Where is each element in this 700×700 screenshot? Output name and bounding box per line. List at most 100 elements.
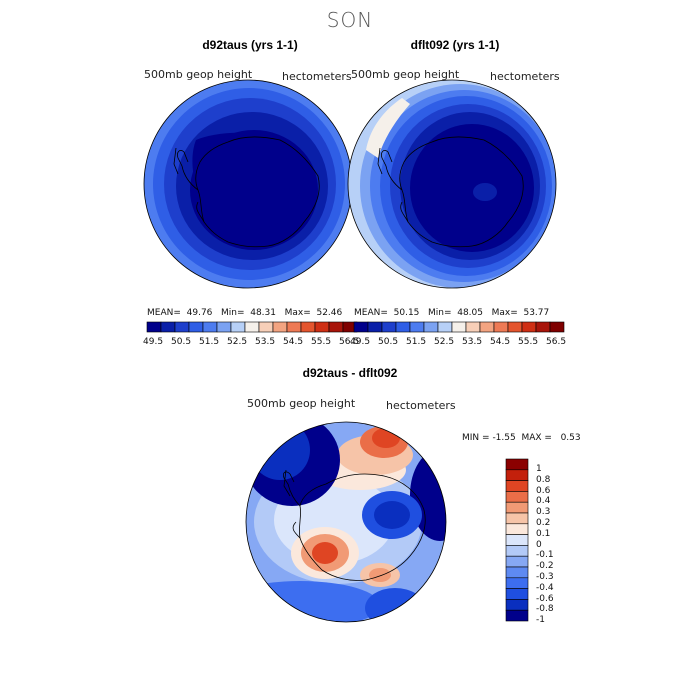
colorbar-diff-cell [505, 599, 529, 611]
panel-2-title: dflt092 (yrs 1-1) [410, 38, 500, 52]
colorbar-diff-tick-label: 0.4 [536, 496, 551, 507]
colorbar-abs-1-cell [230, 321, 246, 333]
diff-level-11 [374, 501, 410, 529]
diff-panel-title: d92taus - dflt092 [302, 366, 398, 380]
colorbar-abs-1-tick-label: 52.5 [227, 337, 248, 347]
colorbar-abs-2-cell [549, 321, 565, 333]
colorbar-diff-tick-label: -0.4 [536, 582, 554, 593]
colorbar-diff-tick-label: 0.1 [536, 528, 551, 539]
panel-1-stats: MEAN= 49.76 Min= 48.31 Max= 52.46 [147, 308, 342, 318]
colorbar-diff-cell [505, 588, 529, 600]
colorbar-abs-1-tick-label: 55.5 [311, 337, 332, 347]
map-diff-coastline [283, 469, 426, 581]
colorbar-abs-2-cells [353, 321, 565, 333]
panel-1-title: d92taus (yrs 1-1) [202, 38, 298, 52]
colorbar-abs-1-tick-label: 56.5 [339, 337, 360, 347]
map-a-coastline [173, 136, 320, 248]
colorbar-abs-1-cells [146, 321, 358, 333]
colorbar-diff-cell [505, 566, 529, 579]
colorbar-abs-1-cell [314, 321, 330, 333]
diff-max-label: MAX = [521, 433, 552, 443]
colorbar-diff-cell [505, 534, 529, 546]
colorbar-abs-2-tick-label: 50.5 [378, 337, 399, 347]
colorbar-diff-tick-label: 0.6 [536, 485, 551, 496]
colorbar-abs-1-cell [244, 321, 260, 333]
colorbar-diff-tick-label: 1 [536, 464, 542, 474]
panel-1-max-label: Max= [284, 308, 311, 318]
colorbar-diff-cell [505, 491, 529, 503]
diff-level-16 [312, 542, 338, 564]
colorbar-diff [505, 458, 529, 622]
colorbar-abs-2-cell [409, 321, 425, 333]
colorbar-abs-2-cell [493, 321, 509, 333]
colorbar-abs-2-cell [479, 321, 495, 333]
diff-min-value: -1.55 [492, 433, 516, 443]
season-title: SON [326, 8, 374, 32]
colorbar-abs-1-cell [160, 321, 176, 333]
map-a-level-5 [192, 132, 305, 230]
map-b-level-8 [366, 98, 410, 158]
colorbar-diff-tick-label: -0.3 [536, 572, 554, 582]
colorbar-diff-cell [505, 501, 529, 514]
panel-1-max-value: 52.46 [316, 308, 343, 318]
colorbar-abs-2-tick-label: 49.5 [350, 337, 371, 347]
colorbar-abs-1-cell [286, 321, 302, 333]
panel-2-min-value: 48.05 [457, 308, 483, 318]
colorbar-abs-2-cell [395, 321, 411, 333]
diff-max-value: 0.53 [560, 433, 581, 443]
colorbar-abs-2-cell [381, 321, 397, 333]
colorbar-abs-2-tick-label: 51.5 [406, 337, 427, 347]
colorbar-diff-ticks: 1 0.8 0.6 0.4 0.3 0.2 0.1 0 -0.1 -0.2 -0.3 -0.4 -0.6… [536, 458, 576, 625]
colorbar-diff-cell [505, 577, 529, 589]
colorbar-abs-1-cell [202, 321, 218, 333]
diff-level-8 [250, 422, 310, 480]
panel-2-field-label: 500mb geop height [351, 68, 460, 81]
colorbar-abs-1-cell [188, 321, 204, 333]
colorbar-diff-cell [505, 523, 529, 535]
colorbar-diff-tick-label: 0.2 [536, 518, 551, 528]
colorbar-abs-2-tick-label: 56.5 [546, 337, 567, 347]
colorbar-abs-1-tick-label: 50.5 [171, 337, 192, 347]
panel-2-units-label: hectometers [490, 70, 560, 83]
colorbar-diff-tick-label: -0.6 [536, 593, 554, 604]
colorbar-abs-2-cell [423, 321, 439, 333]
colorbar-diff-cell [505, 458, 529, 471]
colorbar-abs-2-cell [437, 321, 453, 333]
map-b-coastline [377, 136, 524, 248]
colorbar-diff-tick-label: 0.8 [536, 474, 551, 485]
diff-min-label: MIN = [462, 433, 490, 443]
colorbar-abs-1-cell [146, 321, 162, 333]
colorbar-abs-1 [146, 321, 358, 333]
colorbar-diff-cell [505, 545, 529, 557]
colorbar-abs-1-tick-label: 49.5 [143, 337, 164, 347]
colorbar-diff-tick-label: -0.1 [536, 550, 554, 561]
panel-1-min-label: Min= [220, 308, 245, 318]
colorbar-diff-cells [505, 458, 529, 622]
colorbar-diff-cell [505, 609, 529, 622]
panel-1-units-label: hectometers [282, 70, 352, 83]
panel-2-max-label: Max= [491, 308, 518, 318]
colorbar-abs-1-cell [272, 321, 288, 333]
colorbar-diff-cell [505, 555, 529, 568]
colorbar-diff-cell [505, 512, 529, 525]
colorbar-abs-1-tick-label: 54.5 [283, 337, 304, 347]
colorbar-abs-2 [353, 321, 565, 333]
colorbar-abs-1-tick-label: 53.5 [255, 337, 276, 347]
panel-2-mean-label: MEAN= [354, 308, 388, 318]
panel-1-field-label: 500mb geop height [144, 68, 253, 81]
colorbar-abs-1-cell [216, 321, 232, 333]
panel-1-mean-value: 49.76 [186, 308, 213, 318]
colorbar-abs-2-tick-label: 53.5 [462, 337, 483, 347]
diff-level-6 [372, 428, 400, 448]
colorbar-diff-tick-label: 0.3 [536, 507, 551, 518]
panel-1-min-value: 48.31 [250, 308, 276, 318]
map-dflt092 [348, 80, 556, 288]
map-b-level-6 [410, 124, 534, 252]
colorbar-abs-2-tick-label: 54.5 [490, 337, 511, 347]
colorbar-abs-2-tick-label: 55.5 [518, 337, 539, 347]
colorbar-abs-2-cell [451, 321, 467, 333]
map-b-border [347, 79, 557, 289]
panel-2-max-value: 53.77 [523, 308, 550, 318]
colorbar-abs-2-cell [507, 321, 523, 333]
